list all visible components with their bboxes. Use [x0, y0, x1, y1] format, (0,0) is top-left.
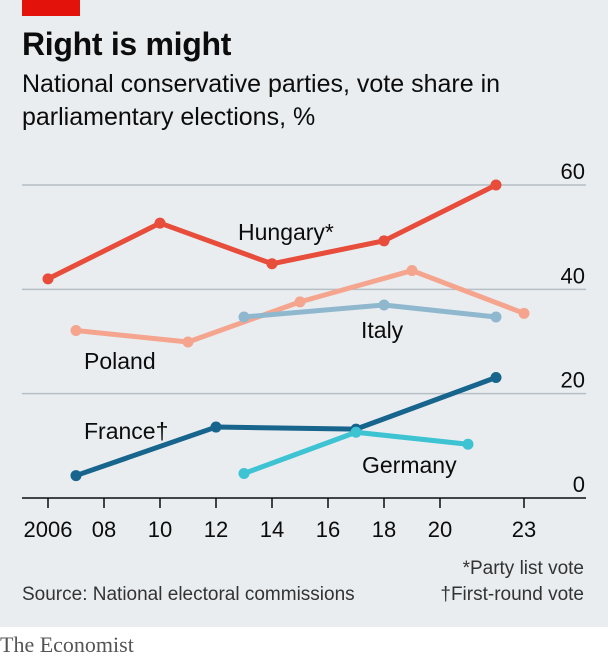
data-point-hungary — [154, 217, 166, 229]
x-tick-label: 20 — [428, 517, 452, 542]
chart-title: Right is might — [22, 26, 232, 62]
series-label-france: France† — [84, 418, 168, 444]
data-point-poland — [70, 325, 82, 337]
publisher-logo: The Economist — [0, 632, 134, 657]
chart-subtitle: National conservative parties, vote shar… — [22, 70, 501, 131]
data-point-france — [490, 371, 502, 383]
line-chart: 0 20 40 60 2006 08 10 12 14 16 18 20 23 Hungary* Polan… — [22, 159, 586, 542]
y-tick-label: 40 — [561, 263, 585, 288]
data-point-france — [70, 470, 82, 482]
series-line-france — [73, 374, 499, 479]
brand-red-tag — [22, 0, 80, 16]
x-tick-label: 14 — [260, 517, 284, 542]
data-point-hungary — [378, 235, 390, 247]
data-point-hungary — [266, 258, 278, 270]
data-point-poland — [182, 336, 194, 348]
x-tick-label: 23 — [512, 517, 536, 542]
x-tick-label: 10 — [148, 517, 172, 542]
series-label-poland: Poland — [84, 348, 156, 374]
y-tick-label: 20 — [561, 368, 585, 393]
data-point-italy — [238, 311, 250, 323]
series-label-italy: Italy — [361, 317, 404, 343]
source-note: Source: National electoral commissions — [22, 584, 355, 605]
data-point-germany — [462, 438, 474, 450]
footnote-party-list: *Party list vote — [462, 558, 584, 579]
series-label-hungary: Hungary* — [238, 219, 334, 245]
x-tick-label: 08 — [92, 517, 116, 542]
data-point-italy — [378, 299, 390, 311]
y-tick-label: 60 — [561, 159, 585, 184]
x-tick-label: 18 — [372, 517, 396, 542]
data-point-germany — [238, 467, 250, 479]
footnote-first-round: †First-round vote — [440, 584, 584, 605]
data-point-poland — [406, 265, 418, 277]
data-point-poland — [294, 296, 306, 308]
data-point-poland — [518, 307, 530, 319]
y-tick-label: 0 — [573, 472, 585, 497]
data-point-france — [210, 421, 222, 433]
data-point-hungary — [42, 273, 54, 285]
data-point-hungary — [490, 179, 502, 191]
x-tick-label: 12 — [204, 517, 228, 542]
data-point-italy — [490, 311, 502, 323]
series-label-germany: Germany — [362, 452, 457, 478]
data-point-germany — [350, 426, 362, 438]
x-tick-label: 16 — [316, 517, 340, 542]
x-tick-label: 2006 — [24, 517, 73, 542]
